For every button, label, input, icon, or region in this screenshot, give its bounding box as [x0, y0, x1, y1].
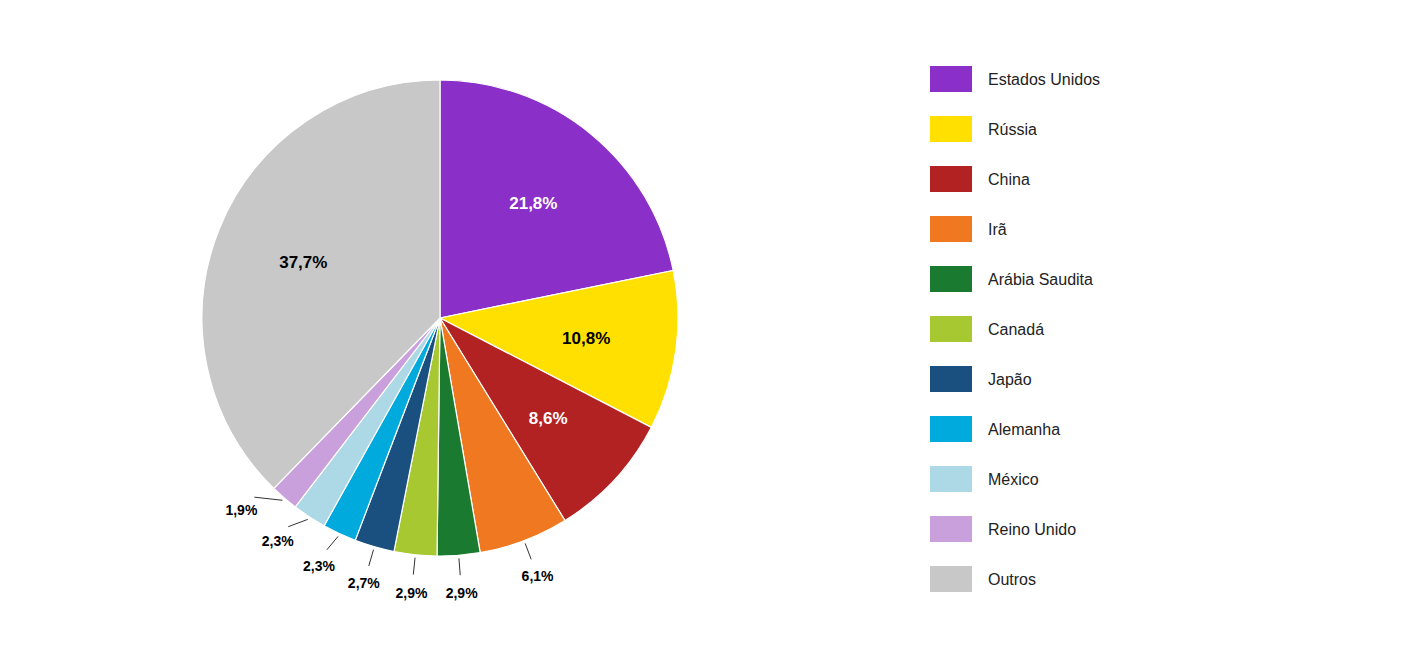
legend-swatch — [930, 516, 972, 542]
data-label: 21,8% — [509, 194, 557, 213]
pie-slice — [202, 80, 440, 488]
legend-label: Irã — [988, 221, 1007, 238]
data-label: 8,6% — [529, 409, 568, 428]
slices — [202, 80, 678, 556]
legend-label: Japão — [988, 371, 1032, 388]
pie-slice — [437, 318, 480, 556]
legend-swatch — [930, 466, 972, 492]
leader-line — [254, 497, 282, 500]
chart-container: 21,8% 10,8% 8,6% 37,7% 6,1% 2,9% 2,9% 2,7% 2,3% 2… — [0, 0, 1419, 658]
data-label: 2,9% — [446, 585, 478, 601]
legend-swatch — [930, 166, 972, 192]
legend-label: Rússia — [988, 121, 1037, 138]
leader-line — [369, 550, 374, 566]
data-label: 10,8% — [562, 329, 610, 348]
data-label: 6,1% — [522, 568, 554, 584]
legend-swatch — [930, 216, 972, 242]
data-label: 2,7% — [348, 575, 380, 591]
legend-swatch — [930, 266, 972, 292]
leader-line — [459, 558, 460, 575]
legend-label: Outros — [988, 571, 1036, 588]
legend-swatch — [930, 316, 972, 342]
legend-swatch — [930, 416, 972, 442]
legend-label: México — [988, 471, 1039, 488]
leader-line — [525, 543, 531, 559]
data-label: 1,9% — [225, 502, 257, 518]
legend-swatch — [930, 366, 972, 392]
legend-swatch — [930, 566, 972, 592]
leader-line — [413, 558, 415, 575]
leader-line — [327, 536, 338, 549]
legend-label: Reino Unido — [988, 521, 1076, 538]
legend-swatch — [930, 66, 972, 92]
legend-swatch — [930, 116, 972, 142]
data-label: 2,9% — [395, 585, 427, 601]
leader-line — [288, 519, 307, 526]
legend-label: Canadá — [988, 321, 1044, 338]
legend-label: Alemanha — [988, 421, 1060, 438]
data-labels: 21,8% 10,8% 8,6% 37,7% 6,1% 2,9% 2,9% 2,7% 2,3% 2… — [225, 194, 610, 601]
legend-label: Estados Unidos — [988, 71, 1100, 88]
chart: 21,8% 10,8% 8,6% 37,7% 6,1% 2,9% 2,9% 2,7% 2,3% 2… — [0, 0, 1419, 658]
legend: Estados Unidos Rússia China Irã Arábia Saudi… — [930, 66, 1100, 592]
data-label: 2,3% — [262, 533, 294, 549]
data-label: 2,3% — [303, 558, 335, 574]
legend-label: Arábia Saudita — [988, 271, 1093, 288]
data-label: 37,7% — [279, 253, 327, 272]
legend-label: China — [988, 171, 1030, 188]
